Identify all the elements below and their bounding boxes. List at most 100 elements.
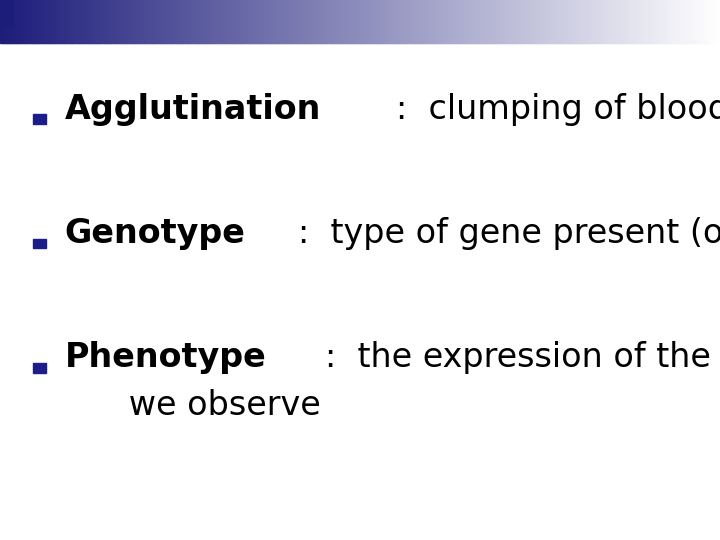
Bar xyxy=(220,0,222,43)
Bar xyxy=(670,0,672,43)
Bar xyxy=(601,0,603,43)
Bar xyxy=(122,0,125,43)
Bar xyxy=(79,0,82,43)
Bar xyxy=(148,0,150,43)
Bar xyxy=(593,0,595,43)
Bar xyxy=(259,0,262,43)
Bar xyxy=(392,0,395,43)
Bar xyxy=(621,0,624,43)
Bar xyxy=(265,0,267,43)
Bar xyxy=(433,0,436,43)
Bar xyxy=(338,0,341,43)
Bar xyxy=(378,0,380,43)
Bar xyxy=(42,0,44,43)
Bar xyxy=(426,0,429,43)
Bar xyxy=(719,0,720,43)
Bar xyxy=(554,0,557,43)
Bar xyxy=(144,0,147,43)
Bar xyxy=(150,0,152,43)
Bar xyxy=(157,0,159,43)
Bar xyxy=(616,0,618,43)
Bar xyxy=(49,0,51,43)
Bar xyxy=(618,0,620,43)
Bar xyxy=(461,0,464,43)
Bar xyxy=(35,0,37,43)
Bar xyxy=(217,0,220,43)
Bar xyxy=(297,0,300,43)
Bar xyxy=(193,0,195,43)
Bar xyxy=(319,0,321,43)
Bar xyxy=(577,0,580,43)
Bar xyxy=(130,0,132,43)
Bar xyxy=(212,0,215,43)
Bar xyxy=(33,363,46,373)
Bar xyxy=(666,0,668,43)
Bar xyxy=(114,0,116,43)
Bar xyxy=(230,0,233,43)
Bar xyxy=(194,0,197,43)
Bar xyxy=(272,0,274,43)
Bar xyxy=(324,0,327,43)
Bar xyxy=(181,0,184,43)
Bar xyxy=(707,0,710,43)
Bar xyxy=(567,0,570,43)
Bar xyxy=(679,0,681,43)
Bar xyxy=(457,0,459,43)
Bar xyxy=(524,0,526,43)
Bar xyxy=(43,0,46,43)
Bar xyxy=(380,0,382,43)
Bar xyxy=(102,0,105,43)
Bar xyxy=(281,0,284,43)
Text: we observe: we observe xyxy=(65,389,320,422)
Bar xyxy=(283,0,285,43)
Bar xyxy=(671,0,674,43)
Bar xyxy=(685,0,688,43)
Bar xyxy=(493,0,496,43)
Bar xyxy=(439,0,441,43)
Bar xyxy=(234,0,236,43)
Bar xyxy=(4,0,6,43)
Bar xyxy=(714,0,717,43)
Bar xyxy=(210,0,213,43)
Bar xyxy=(452,0,454,43)
Bar xyxy=(647,0,649,43)
Bar xyxy=(468,0,471,43)
Bar xyxy=(505,0,508,43)
Bar xyxy=(270,0,272,43)
Bar xyxy=(675,0,678,43)
Bar xyxy=(594,0,596,43)
Bar xyxy=(414,0,416,43)
Bar xyxy=(27,0,30,43)
Bar xyxy=(63,0,66,43)
Bar xyxy=(45,0,48,43)
Bar xyxy=(58,0,60,43)
Bar xyxy=(85,0,87,43)
Bar xyxy=(517,0,519,43)
Bar xyxy=(263,0,265,43)
Bar xyxy=(164,0,166,43)
Bar xyxy=(587,0,589,43)
Bar xyxy=(409,0,411,43)
Bar xyxy=(713,0,715,43)
Bar xyxy=(137,0,140,43)
Bar xyxy=(252,0,255,43)
Bar xyxy=(484,0,487,43)
Bar xyxy=(657,0,660,43)
Bar xyxy=(652,0,654,43)
Bar xyxy=(99,0,102,43)
Bar xyxy=(90,0,92,43)
Bar xyxy=(323,0,325,43)
Bar xyxy=(702,0,704,43)
Bar xyxy=(459,0,462,43)
Bar xyxy=(40,0,42,43)
Bar xyxy=(215,0,217,43)
Bar xyxy=(589,0,591,43)
Bar xyxy=(14,0,17,43)
Bar xyxy=(174,0,177,43)
Bar xyxy=(153,0,156,43)
Bar xyxy=(33,114,46,124)
Bar xyxy=(446,0,449,43)
Bar xyxy=(66,0,69,43)
Bar xyxy=(395,0,397,43)
Bar xyxy=(186,0,188,43)
